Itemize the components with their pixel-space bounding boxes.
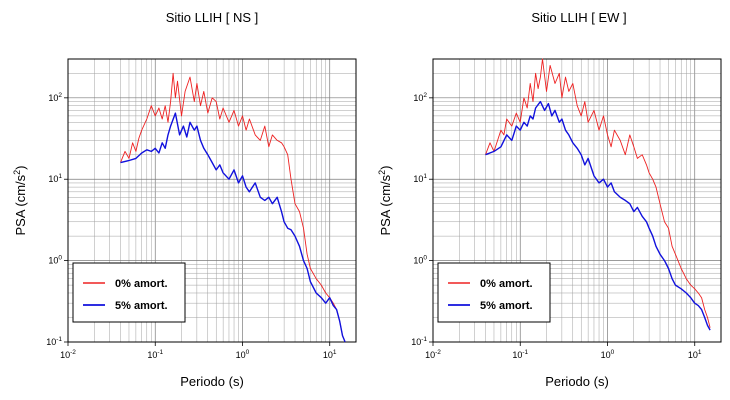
chart-title: Sitio LLIH [ NS ] <box>166 10 258 25</box>
legend: 0% amort. 5% amort. <box>437 262 551 323</box>
x-tick-label: 101 <box>323 349 337 360</box>
series-line-0pct <box>120 72 346 343</box>
series-line-5pct <box>120 112 346 343</box>
series <box>485 58 711 331</box>
y-axis-label: PSA (cm/s2) <box>12 165 28 235</box>
legend-label: 5% amort. <box>115 300 168 312</box>
x-tick-label: 10-2 <box>425 349 441 360</box>
y-axis-label: PSA (cm/s2) <box>377 165 393 235</box>
grid <box>67 58 357 343</box>
x-tick-label: 10-1 <box>147 349 163 360</box>
x-ticks: 10-2 10-1 100 101 <box>60 342 337 360</box>
chart-title: Sitio LLIH [ EW ] <box>531 10 626 25</box>
x-ticks: 10-2 10-1 100 101 <box>425 342 702 360</box>
series-line-5pct <box>485 100 711 331</box>
legend: 0% amort. 5% amort. <box>72 262 186 323</box>
legend-label: 5% amort. <box>480 300 533 312</box>
plot-frame <box>432 58 722 343</box>
legend-box <box>437 262 551 323</box>
y-tick-label: 101 <box>413 173 427 184</box>
y-tick-label: 10-1 <box>411 336 427 347</box>
x-tick-label: 100 <box>601 349 615 360</box>
legend-box <box>72 262 186 323</box>
x-tick-label: 100 <box>236 349 250 360</box>
grid <box>432 58 722 343</box>
y-tick-label: 101 <box>48 173 62 184</box>
plot-frame <box>67 58 357 343</box>
y-tick-label: 100 <box>48 255 62 266</box>
legend-label: 0% amort. <box>480 278 533 290</box>
x-tick-label: 10-2 <box>60 349 76 360</box>
y-ticks: 10-1 100 101 102 <box>46 92 68 347</box>
x-tick-label: 10-1 <box>512 349 528 360</box>
y-ticks: 10-1 100 101 102 <box>411 92 433 347</box>
x-tick-label: 101 <box>688 349 702 360</box>
y-tick-label: 100 <box>413 255 427 266</box>
chart-panel-2: Sitio LLIH [ EW ]10-2 10-1 100 10110-110010… <box>377 10 722 389</box>
series-line-0pct <box>485 58 711 328</box>
y-tick-label: 10-1 <box>46 336 62 347</box>
series <box>120 72 346 343</box>
y-tick-label: 102 <box>48 92 62 103</box>
x-axis-label: Periodo (s) <box>180 374 244 389</box>
y-tick-label: 102 <box>413 92 427 103</box>
chart-panel-1: Sitio LLIH [ NS ]10-2 10-1 100 10110-110010… <box>12 10 357 389</box>
x-axis-label: Periodo (s) <box>545 374 609 389</box>
legend-label: 0% amort. <box>115 278 168 290</box>
